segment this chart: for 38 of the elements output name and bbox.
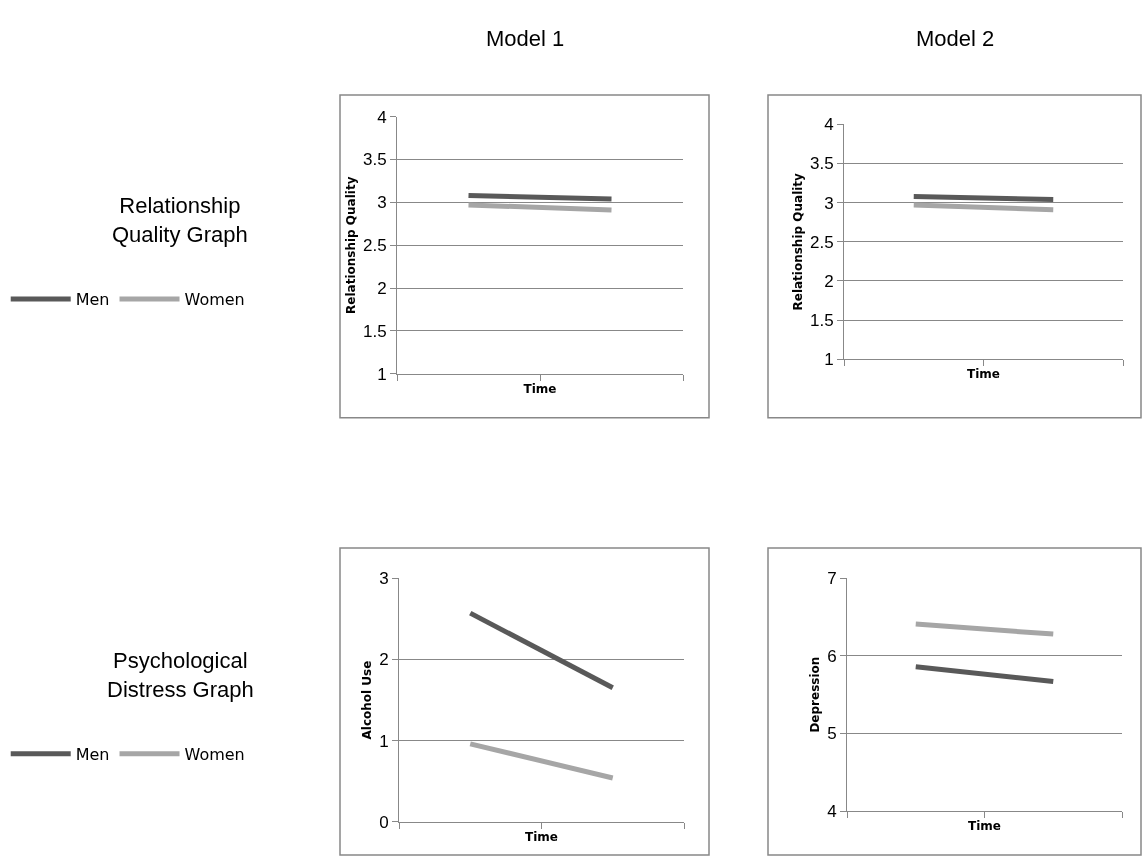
y-axis-title: Relationship Quality <box>791 172 806 311</box>
text: Psychological Distress Graph <box>107 648 254 702</box>
y-tick-label: 2 <box>377 279 387 299</box>
x-axis-title: Time <box>968 818 1001 833</box>
y-tick-label: 0 <box>379 812 389 832</box>
x-axis-title: Time <box>525 829 558 844</box>
x-axis-title: Time <box>967 367 1000 382</box>
y-tick-label: 2 <box>824 271 834 291</box>
y-tick-label: 3.5 <box>809 154 834 174</box>
y-tick-label: 6 <box>827 646 837 666</box>
y-tick-label: 2.5 <box>809 232 834 252</box>
y-tick-label: 3 <box>377 193 387 213</box>
x-axis-title: Time <box>523 381 557 396</box>
y-tick-label: 3 <box>824 193 834 213</box>
y-tick-label: 1 <box>379 731 389 751</box>
y-tick-label: 4 <box>827 801 837 821</box>
chart-title: Model 2 <box>916 26 995 51</box>
legend-label: Women <box>184 744 245 764</box>
y-axis-title: Alcohol Use <box>360 660 375 740</box>
y-tick-label: 1.5 <box>362 321 387 341</box>
chart-title: Model 1 <box>486 26 565 51</box>
legend-label: Men <box>75 744 110 764</box>
y-tick-label: 5 <box>827 724 837 744</box>
y-tick-label: 1.5 <box>809 310 834 330</box>
y-tick-label: 1 <box>377 364 387 384</box>
y-tick-label: 7 <box>827 569 837 589</box>
y-tick-label: 3.5 <box>362 150 387 170</box>
y-axis-title: Relationship Quality <box>344 176 359 314</box>
y-tick-label: 2.5 <box>362 236 387 256</box>
y-tick-label: 3 <box>379 569 389 589</box>
legend-label: Men <box>75 290 110 310</box>
y-tick-label: 4 <box>824 115 834 135</box>
legend-label: Women <box>184 290 245 310</box>
y-tick-label: 2 <box>379 650 389 670</box>
y-axis-title: Depression <box>808 656 823 733</box>
y-tick-label: 4 <box>377 107 387 127</box>
text: Relationship Quality Graph <box>112 193 248 247</box>
y-tick-label: 1 <box>824 350 834 370</box>
